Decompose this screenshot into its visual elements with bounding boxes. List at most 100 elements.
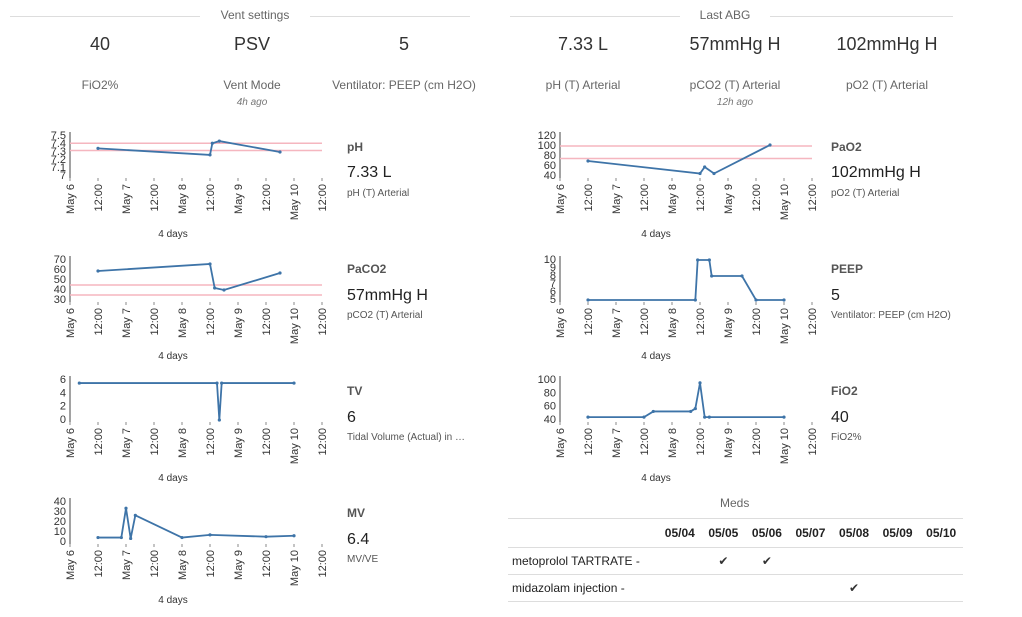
x-tick-label: May 7: [121, 428, 133, 458]
x-tick-label: May 6: [555, 184, 567, 214]
ph-value: 7.33 L: [347, 164, 392, 181]
data-point: [208, 533, 212, 537]
x-tick-label: 12:00: [93, 428, 105, 456]
last-abg-divider-left: [510, 16, 680, 17]
y-tick-label: 80: [544, 387, 556, 399]
check-icon: ✔: [832, 574, 876, 602]
data-point: [689, 409, 693, 414]
vent-peep-label: Ventilator: PEEP (cm H2O): [332, 78, 476, 92]
data-point: [586, 159, 590, 163]
series-line: [97, 263, 281, 291]
data-point: [278, 150, 282, 154]
paco2-span: 4 days: [158, 351, 188, 362]
meds-table: 05/04 05/05 05/06 05/07 05/08 05/09 05/1…: [508, 518, 963, 602]
x-tick-label: 12:00: [205, 308, 217, 336]
x-tick-label: May 10: [779, 184, 791, 220]
data-point: [133, 513, 137, 517]
meds-cell: [919, 547, 963, 575]
x-tick-label: 12:00: [807, 308, 819, 336]
x-tick-label: 12:00: [695, 428, 707, 456]
y-tick-label: 120: [538, 130, 556, 142]
data-point: [703, 165, 707, 169]
data-point: [651, 409, 655, 414]
data-point: [292, 534, 296, 538]
meds-drug-name: midazolam injection -: [508, 574, 658, 602]
x-tick-label: 12:00: [317, 428, 329, 456]
data-point: [96, 269, 100, 273]
data-point: [96, 146, 100, 150]
y-tick-label: 0: [60, 414, 66, 426]
x-tick-label: 12:00: [807, 428, 819, 456]
fio2-name: FiO2: [831, 384, 858, 398]
data-point: [217, 139, 221, 143]
y-tick-label: 60: [544, 401, 556, 413]
vent-mode-timestamp: 4h ago: [236, 97, 268, 108]
x-tick-label: May 9: [233, 184, 245, 214]
check-icon: ✔: [745, 547, 789, 575]
y-tick-label: 10: [54, 526, 66, 538]
y-tick-label: 100: [538, 374, 556, 386]
abg-ph-label: pH (T) Arterial: [545, 78, 621, 92]
x-tick-label: 12:00: [583, 428, 595, 456]
vent-peep-value: 5: [398, 34, 409, 54]
last-abg-divider-right: [770, 16, 953, 17]
series-line: [98, 508, 295, 539]
y-tick-label: 10: [544, 254, 556, 266]
data-point: [129, 536, 133, 541]
y-tick-label: 6: [550, 286, 556, 298]
y-tick-label: 7.5: [51, 130, 66, 142]
x-tick-label: 12:00: [261, 308, 273, 336]
paco2-desc: pCO2 (T) Arterial: [347, 310, 423, 321]
x-tick-label: 12:00: [93, 184, 105, 212]
x-tick-label: May 9: [723, 428, 735, 458]
abg-pco2-value: 57mmHg H: [689, 34, 781, 54]
vent-mode-value: PSV: [233, 34, 271, 54]
x-tick-label: May 8: [667, 308, 679, 338]
x-tick-label: May 8: [667, 184, 679, 214]
fio2-span: 4 days: [641, 473, 671, 484]
y-tick-label: 30: [54, 294, 66, 306]
x-tick-label: May 8: [177, 550, 189, 580]
mv-desc: MV/VE: [347, 554, 379, 565]
x-tick-label: 12:00: [695, 308, 707, 336]
data-point: [278, 271, 282, 275]
x-tick-label: May 10: [779, 428, 791, 464]
x-tick-label: 12:00: [751, 184, 763, 212]
data-point: [292, 381, 296, 385]
x-tick-label: May 8: [177, 308, 189, 338]
x-tick-label: May 9: [233, 428, 245, 458]
data-point: [180, 535, 184, 540]
x-tick-label: May 10: [779, 308, 791, 344]
mv-value: 6.4: [347, 531, 370, 548]
peep-span: 4 days: [641, 351, 671, 362]
x-tick-label: 12:00: [583, 308, 595, 336]
paco2-name: PaCO2: [347, 262, 387, 276]
abg-po2-value: 102mmHg H: [836, 34, 938, 54]
meds-cell: [875, 547, 920, 575]
x-tick-label: 12:00: [317, 308, 329, 336]
data-point: [693, 406, 697, 411]
series-line: [79, 382, 294, 421]
x-tick-label: 12:00: [149, 308, 161, 336]
meds-cell: [788, 574, 833, 602]
y-tick-label: 7.4: [51, 138, 66, 150]
data-point: [77, 381, 81, 385]
x-tick-label: May 7: [611, 184, 623, 214]
meds-drug-name: metoprolol TARTRATE -: [508, 547, 658, 575]
x-tick-label: 12:00: [317, 184, 329, 212]
meds-cell: [875, 574, 920, 602]
meds-row: midazolam injection - ✔: [508, 574, 963, 602]
x-tick-label: 12:00: [695, 184, 707, 212]
y-tick-label: 9: [550, 262, 556, 274]
data-point: [220, 381, 224, 385]
data-point: [586, 415, 590, 419]
x-tick-label: 12:00: [639, 308, 651, 336]
data-point: [222, 288, 226, 292]
y-tick-label: 4: [60, 387, 66, 399]
meds-cell: [701, 574, 746, 602]
data-point: [124, 506, 128, 510]
data-point: [586, 298, 590, 302]
x-tick-label: May 7: [611, 308, 623, 338]
x-tick-label: 12:00: [261, 550, 273, 578]
